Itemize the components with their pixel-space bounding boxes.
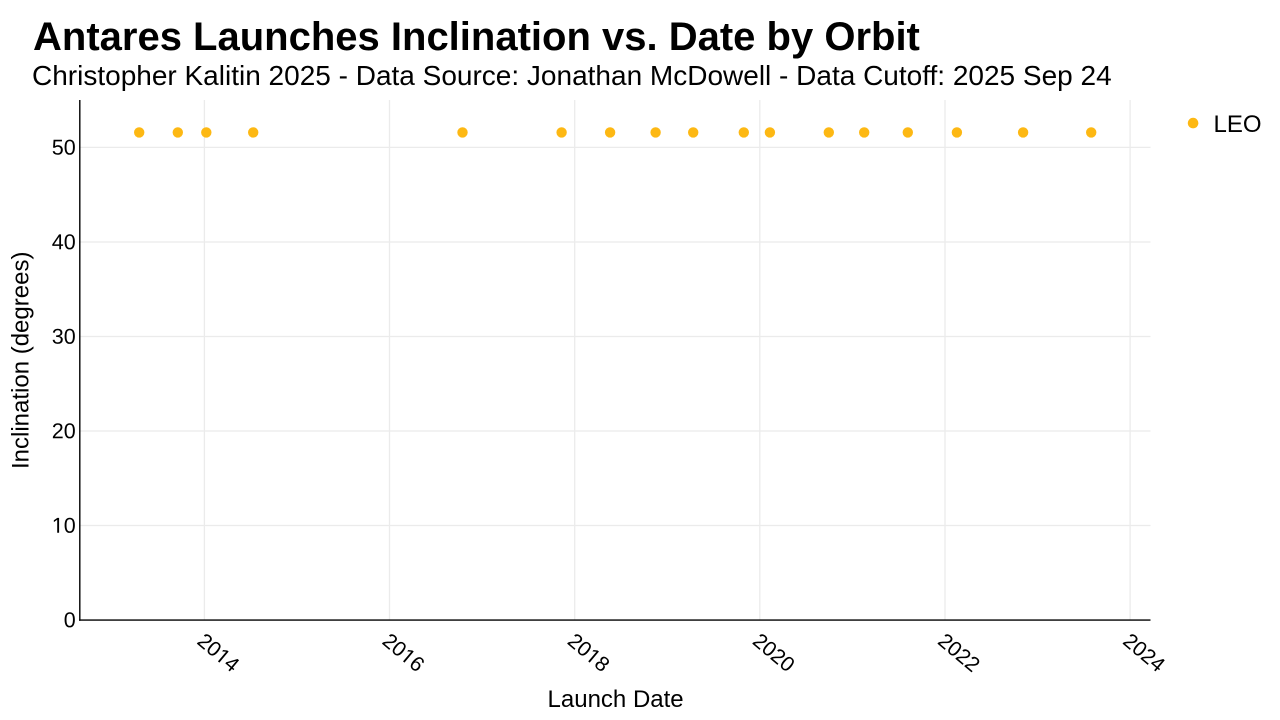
svg-text:Inclination (degrees): Inclination (degrees) — [8, 252, 35, 469]
svg-text:LEO: LEO — [1214, 111, 1262, 138]
svg-text:Launch Date: Launch Date — [548, 686, 684, 713]
svg-text:Antares Launches Inclination v: Antares Launches Inclination vs. Date by… — [33, 15, 920, 59]
svg-text:Christopher Kalitin 2025 - Dat: Christopher Kalitin 2025 - Data Source: … — [32, 60, 1112, 91]
